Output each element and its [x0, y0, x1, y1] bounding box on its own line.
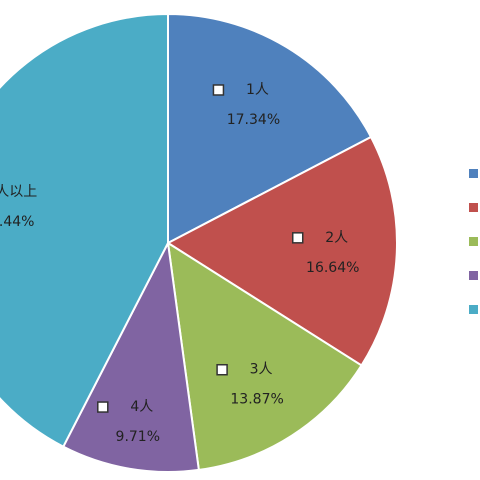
pie-slice-3 [166, 241, 363, 472]
legend-swatch-5 [469, 305, 478, 314]
pie-slices [0, 12, 398, 473]
pie-slice-4 [61, 239, 200, 473]
data-label-category-1: 1人 [246, 82, 269, 98]
data-label-marker-2 [291, 232, 304, 244]
data-label-category-3: 3人 [250, 362, 273, 378]
data-label-value-2: 16.64% [306, 260, 359, 276]
data-label-marker-1 [212, 84, 225, 96]
pie-slice-2 [165, 135, 398, 367]
legend-swatch-1 [469, 169, 478, 178]
legend [469, 169, 478, 314]
legend-swatch-3 [469, 237, 478, 246]
pie-slice-5 [0, 12, 169, 448]
data-label-category-2: 2人 [325, 230, 348, 246]
data-label-value-5: 42.44% [0, 214, 34, 230]
legend-swatch-2 [469, 203, 478, 212]
data-label-value-1: 17.34% [227, 112, 280, 128]
legend-swatch-4 [469, 271, 478, 280]
data-label-marker-3 [216, 363, 228, 376]
data-label-value-4: 9.71% [116, 429, 160, 445]
pie-slice-1 [167, 12, 373, 245]
data-label-value-3: 13.87% [230, 392, 283, 408]
pie-labels: 1人 17.34% 2人 16.64% 3人 13.87% 4人 9.71% 5人以上 42.44… [0, 82, 359, 445]
data-label-marker-4 [97, 401, 109, 413]
data-label-category-5: 5人以上 [0, 184, 37, 200]
data-label-category-4: 4人 [130, 399, 153, 415]
